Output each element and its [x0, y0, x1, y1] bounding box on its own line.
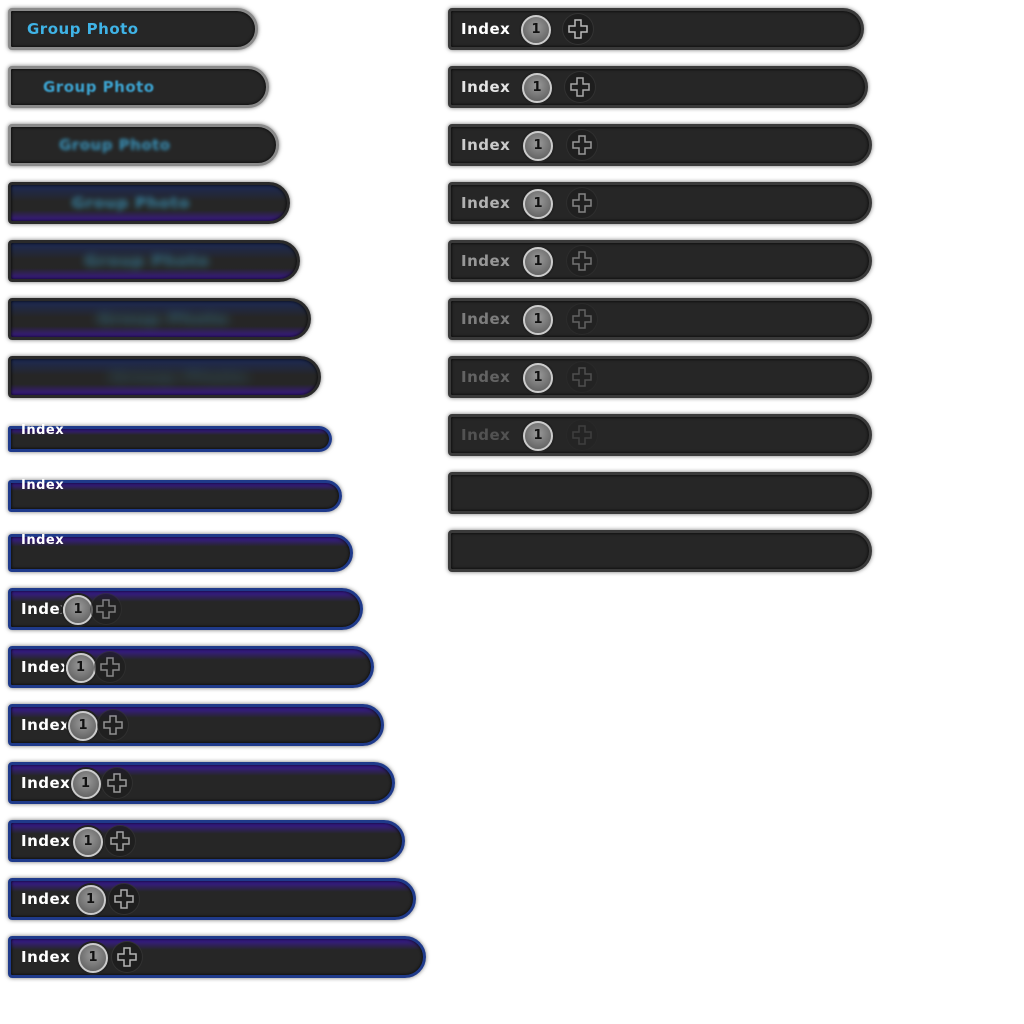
frame-bar: Index 1	[448, 66, 868, 108]
plus-icon	[572, 251, 592, 271]
frame-bar: Index 1	[8, 936, 426, 978]
frame-label: Index	[461, 194, 511, 212]
frame-label: Index	[461, 368, 511, 386]
frame-bar: Index	[8, 423, 332, 452]
frame-bar: Group Photo	[8, 124, 279, 166]
frame-bar: Index 1	[448, 298, 872, 340]
plus-button	[101, 768, 132, 798]
frame-label: Group Photo	[59, 136, 171, 154]
plus-icon	[99, 657, 120, 677]
frame-bar: Group Photo	[8, 182, 290, 224]
index-badge: 1	[523, 247, 553, 277]
frame-bar: Index 1	[448, 356, 872, 398]
frame-bar: Index 1	[8, 820, 405, 862]
index-badge: 1	[523, 189, 553, 219]
index-badge: 1	[63, 595, 93, 625]
frame-label: Index	[21, 423, 65, 438]
frame-label: Group Photo	[27, 20, 139, 38]
plus-button	[563, 14, 593, 44]
plus-icon	[117, 947, 137, 967]
plus-button	[567, 420, 597, 450]
index-badge: 1	[65, 653, 96, 683]
index-badge: 1	[522, 73, 552, 103]
frame-label: Index	[21, 832, 71, 850]
frame-label: Index	[461, 136, 511, 154]
plus-icon	[110, 831, 130, 851]
frame-label: Index	[21, 890, 71, 908]
frame-bar: Index	[8, 478, 342, 512]
plus-button	[567, 130, 597, 160]
index-badge: 1	[70, 769, 101, 799]
frame-label: Index	[21, 774, 71, 792]
frame-bar: Index 1	[8, 646, 374, 688]
frame-label: Group Photo	[84, 252, 210, 270]
plus-icon	[568, 19, 588, 39]
plus-icon	[572, 367, 592, 387]
plus-button	[98, 710, 128, 740]
frame-bar: Index	[8, 533, 353, 572]
plus-button	[112, 942, 142, 972]
frame-bar: Index 1	[8, 588, 363, 630]
empty-bar	[448, 472, 872, 514]
plus-icon	[572, 193, 592, 213]
index-badge: 1	[523, 305, 553, 335]
plus-button	[91, 594, 121, 624]
plus-icon	[113, 889, 134, 909]
plus-icon	[96, 599, 116, 619]
plus-button	[567, 362, 597, 392]
frame-label: Index	[21, 658, 71, 676]
plus-icon	[572, 425, 592, 445]
empty-bar	[448, 530, 872, 572]
frame-label: Index	[461, 78, 511, 96]
plus-icon	[572, 135, 592, 155]
frame-label: Index	[461, 20, 511, 38]
frame-label: Index	[21, 948, 71, 966]
plus-button	[567, 246, 597, 276]
frame-bar: Index 1	[8, 762, 395, 804]
frame-bar: Group Photo	[8, 298, 311, 340]
frame-bar: Index 1	[448, 240, 872, 282]
index-badge: 1	[521, 15, 551, 45]
frame-bar: Group Photo	[8, 8, 258, 50]
frame-label: Group Photo	[43, 78, 155, 96]
frame-label: Group Photo	[96, 310, 229, 328]
index-badge: 1	[73, 827, 103, 857]
plus-button	[567, 188, 597, 218]
plus-button	[105, 826, 135, 856]
frame-label: Index	[21, 533, 65, 548]
plus-button	[567, 304, 597, 334]
index-badge: 1	[75, 885, 106, 915]
index-badge: 1	[523, 131, 553, 161]
frame-bar: Index 1	[448, 8, 864, 50]
frame-label: Group Photo	[71, 194, 190, 212]
frame-label: Index	[461, 426, 511, 444]
plus-icon	[106, 773, 127, 793]
index-badge: 1	[78, 943, 108, 973]
frame-label: Index	[461, 310, 511, 328]
frame-label: Index	[21, 600, 71, 618]
frame-bar: Index 1	[448, 182, 872, 224]
plus-icon	[570, 77, 590, 97]
frame-bar: Index 1	[8, 878, 416, 920]
frame-bar: Index 1	[448, 414, 872, 456]
frame-bar: Group Photo	[8, 240, 300, 282]
frame-label: Index	[21, 716, 71, 734]
plus-icon	[103, 715, 123, 735]
plus-button	[94, 652, 125, 682]
frame-label: Index	[21, 478, 65, 493]
frame-bar: Index 1	[8, 704, 384, 746]
plus-button	[565, 72, 595, 102]
index-badge: 1	[68, 711, 98, 741]
frame-bar: Group Photo	[8, 356, 321, 398]
index-badge: 1	[523, 421, 553, 451]
frame-bar: Group Photo	[8, 66, 269, 108]
index-badge: 1	[523, 363, 553, 393]
frame-label: Group Photo	[109, 368, 249, 386]
frame-bar: Index 1	[448, 124, 872, 166]
frame-label: Index	[461, 252, 511, 270]
plus-icon	[572, 309, 592, 329]
plus-button	[108, 884, 139, 914]
